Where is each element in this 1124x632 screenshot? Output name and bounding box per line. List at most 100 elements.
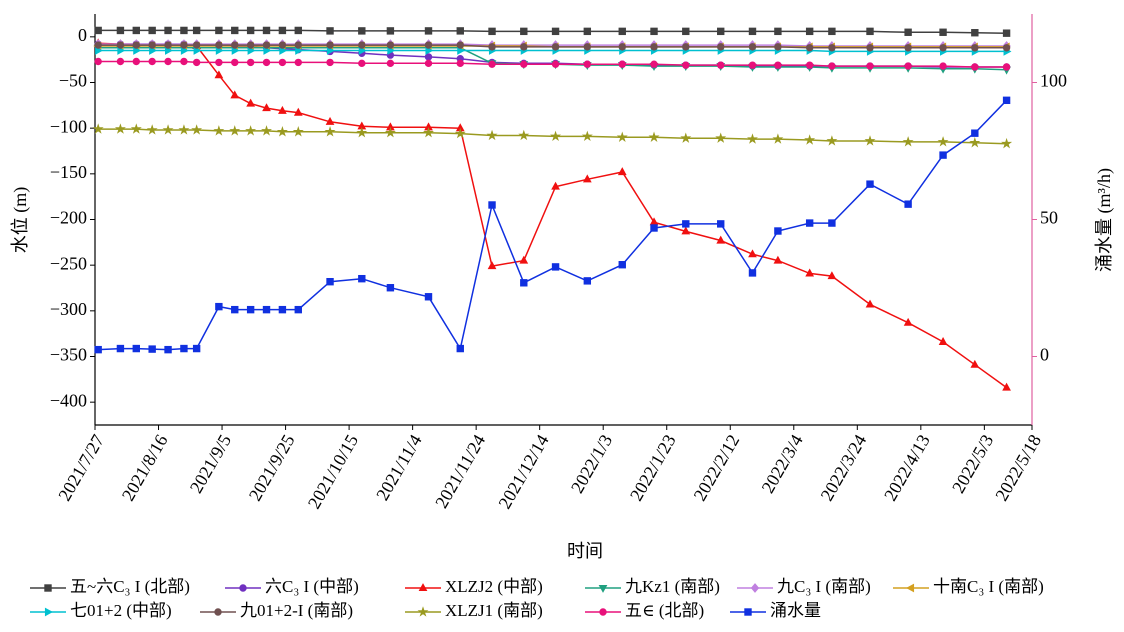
marker <box>386 27 395 35</box>
marker <box>744 608 752 616</box>
x-tick-label: 2022/5/18 <box>991 431 1045 504</box>
marker <box>805 27 814 36</box>
marker <box>682 220 690 228</box>
marker <box>488 27 496 36</box>
marker <box>826 135 838 146</box>
marker <box>550 130 562 142</box>
marker <box>650 43 658 51</box>
marker <box>262 103 271 112</box>
marker <box>1002 44 1011 52</box>
marker <box>682 27 690 36</box>
marker <box>456 344 464 353</box>
marker <box>454 127 466 139</box>
marker <box>650 224 658 232</box>
marker <box>805 268 815 277</box>
marker <box>116 57 125 66</box>
marker <box>717 27 725 36</box>
marker <box>116 344 125 353</box>
marker <box>162 124 174 135</box>
legend-item: XLZJ2 (中部) <box>405 577 543 596</box>
marker <box>278 41 287 49</box>
marker <box>358 274 366 283</box>
marker <box>246 98 256 107</box>
legend-label: 十南C₃ I (南部) <box>933 577 1044 596</box>
marker <box>92 123 104 134</box>
marker <box>191 124 203 135</box>
marker <box>748 269 757 277</box>
marker <box>1002 29 1011 37</box>
marker <box>424 293 433 301</box>
marker <box>682 43 690 51</box>
marker <box>774 227 782 235</box>
marker <box>682 61 690 69</box>
marker <box>424 41 433 49</box>
legend-label: XLZJ2 (中部) <box>445 577 543 596</box>
marker <box>247 46 256 55</box>
marker <box>164 57 172 66</box>
marker <box>828 27 836 36</box>
marker <box>193 46 202 55</box>
marker <box>358 46 367 55</box>
marker <box>326 27 334 35</box>
marker <box>456 41 464 49</box>
marker <box>583 43 592 51</box>
marker <box>262 41 271 49</box>
marker <box>1002 63 1011 71</box>
marker <box>865 299 875 308</box>
marker <box>192 58 201 67</box>
marker <box>293 107 303 116</box>
marker <box>747 133 758 144</box>
x-tick-label: 2022/5/3 <box>948 431 997 496</box>
y-tick-label: −300 <box>50 299 87 319</box>
y-tick-label: −400 <box>50 390 87 410</box>
marker <box>518 129 530 141</box>
marker <box>551 60 560 68</box>
marker <box>519 255 529 264</box>
marker <box>116 41 125 49</box>
legend-label: 六C₃ I (中部) <box>265 577 359 596</box>
marker <box>261 125 273 136</box>
marker <box>180 26 188 35</box>
marker <box>356 126 368 138</box>
legend-item: 五∈ (北部) <box>585 601 704 620</box>
marker <box>715 132 727 143</box>
marker <box>246 41 255 49</box>
marker <box>902 136 914 147</box>
x-tick-label: 2021/12/14 <box>494 431 552 512</box>
marker <box>178 124 190 135</box>
marker <box>1001 137 1013 149</box>
marker <box>750 583 760 593</box>
marker <box>551 27 560 36</box>
x-tick-label: 2022/3/4 <box>757 431 806 496</box>
marker <box>456 27 464 35</box>
marker <box>938 337 948 345</box>
marker <box>94 26 102 35</box>
marker <box>417 606 429 617</box>
legend-item: 九C₃ I (南部) <box>737 577 871 596</box>
marker <box>618 43 626 51</box>
marker <box>215 302 223 311</box>
marker <box>864 135 876 146</box>
marker <box>192 344 201 353</box>
legend-label: 五∈ (北部) <box>625 601 704 620</box>
marker <box>424 59 433 68</box>
y-tick-label: −150 <box>50 162 87 182</box>
y2-axis-title: 涌水量 (m³/h) <box>1094 168 1115 272</box>
marker <box>246 26 255 35</box>
marker <box>117 46 126 55</box>
marker <box>866 44 874 52</box>
marker <box>231 26 239 35</box>
x-tick-label: 2022/2/12 <box>689 431 743 504</box>
legend-item: 六C₃ I (中部) <box>225 577 359 596</box>
marker <box>279 46 288 55</box>
marker <box>358 59 366 68</box>
marker <box>971 44 979 52</box>
x-tick-label: 2021/10/15 <box>304 431 362 512</box>
marker <box>748 61 757 69</box>
marker <box>148 26 156 35</box>
marker <box>231 46 240 55</box>
marker <box>904 44 912 52</box>
legend-label: 涌水量 <box>770 601 821 620</box>
marker <box>520 43 528 51</box>
